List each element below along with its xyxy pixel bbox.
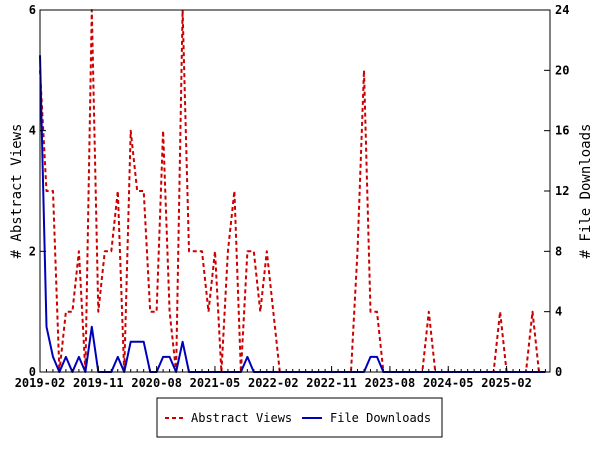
y-tick-label: 0 xyxy=(29,365,36,379)
y-tick-label: 4 xyxy=(29,124,36,138)
x-tick-label: 2019-02 xyxy=(15,376,66,390)
x-tick-label: 2023-08 xyxy=(365,376,416,390)
x-tick-label: 2022-11 xyxy=(306,376,357,390)
x-tick-label: 2024-05 xyxy=(423,376,474,390)
plot-frame xyxy=(39,9,551,373)
y2-axis-label: # File Downloads xyxy=(578,124,594,259)
y2-tick-label: 0 xyxy=(555,365,562,379)
legend-label-abstract-views: Abstract Views xyxy=(191,411,292,425)
x-tick-label: 2019-11 xyxy=(73,376,124,390)
y2-tick-label: 24 xyxy=(555,3,569,17)
y-axis-label: # Abstract Views xyxy=(9,124,25,259)
y2-tick-label: 12 xyxy=(555,184,569,198)
y2-tick-label: 20 xyxy=(555,63,569,77)
legend-box xyxy=(156,397,443,438)
x-tick-label: 2022-02 xyxy=(248,376,299,390)
series-line-abstract-views xyxy=(39,9,546,373)
legend-label-file-downloads: File Downloads xyxy=(330,411,431,425)
y2-tick-label: 16 xyxy=(555,124,569,138)
x-tick-label: 2021-05 xyxy=(190,376,241,390)
y-tick-label: 2 xyxy=(29,244,36,258)
legend: Abstract Views File Downloads xyxy=(156,397,443,438)
y-tick-label: 6 xyxy=(29,3,36,17)
x-tick-label: 2025-02 xyxy=(481,376,532,390)
y2-tick-label: 8 xyxy=(555,244,562,258)
y2-tick-label: 4 xyxy=(555,305,562,319)
x-tick-label: 2020-08 xyxy=(131,376,182,390)
